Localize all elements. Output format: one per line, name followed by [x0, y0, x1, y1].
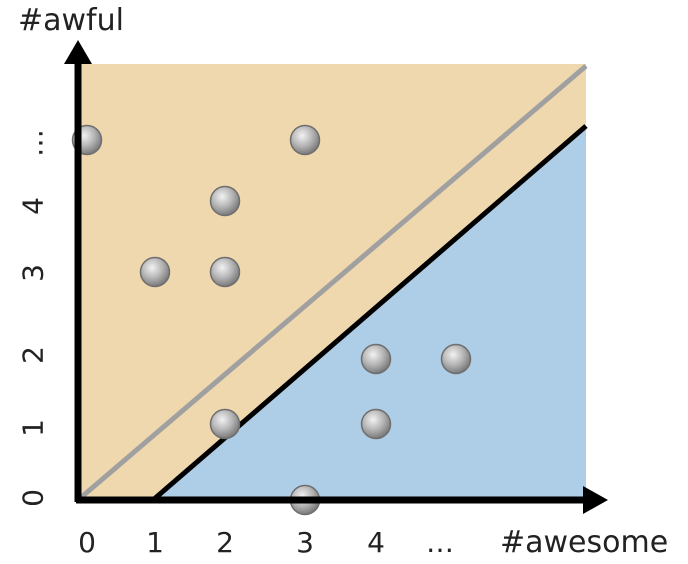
x-tick-label: … [426, 526, 454, 559]
y-axis [64, 40, 92, 502]
x-tick-labels: 0 1 2 3 4 … [78, 526, 454, 559]
diagonal-line [76, 64, 588, 502]
data-point-4 [139, 256, 171, 288]
y-axis-arrowhead [64, 40, 92, 64]
y-tick-label: 0 [17, 489, 50, 507]
x-tick-label: 4 [367, 526, 385, 559]
y-tick-label: 2 [17, 346, 50, 364]
y-tick-label: 4 [17, 197, 50, 215]
x-tick-label: 3 [296, 526, 314, 559]
y-axis-label: #awful [18, 3, 124, 38]
data-point-3 [209, 185, 241, 217]
x-axis-arrowhead [583, 486, 608, 514]
y-tick-label: … [17, 129, 50, 157]
x-axis [76, 486, 608, 514]
data-point-5 [209, 256, 241, 288]
x-tick-label: 2 [216, 526, 234, 559]
data-point-2 [289, 124, 321, 156]
x-tick-label: 1 [146, 526, 164, 559]
data-point-6 [360, 343, 392, 375]
x-axis-label: #awesome [500, 525, 668, 559]
data-point-9 [360, 408, 392, 440]
x-tick-label: 0 [78, 526, 96, 559]
data-point-8 [209, 408, 241, 440]
y-tick-label: 3 [17, 264, 50, 282]
y-tick-labels: 0 1 2 3 4 … [17, 129, 50, 507]
y-tick-label: 1 [17, 419, 50, 437]
data-point-7 [440, 343, 472, 375]
